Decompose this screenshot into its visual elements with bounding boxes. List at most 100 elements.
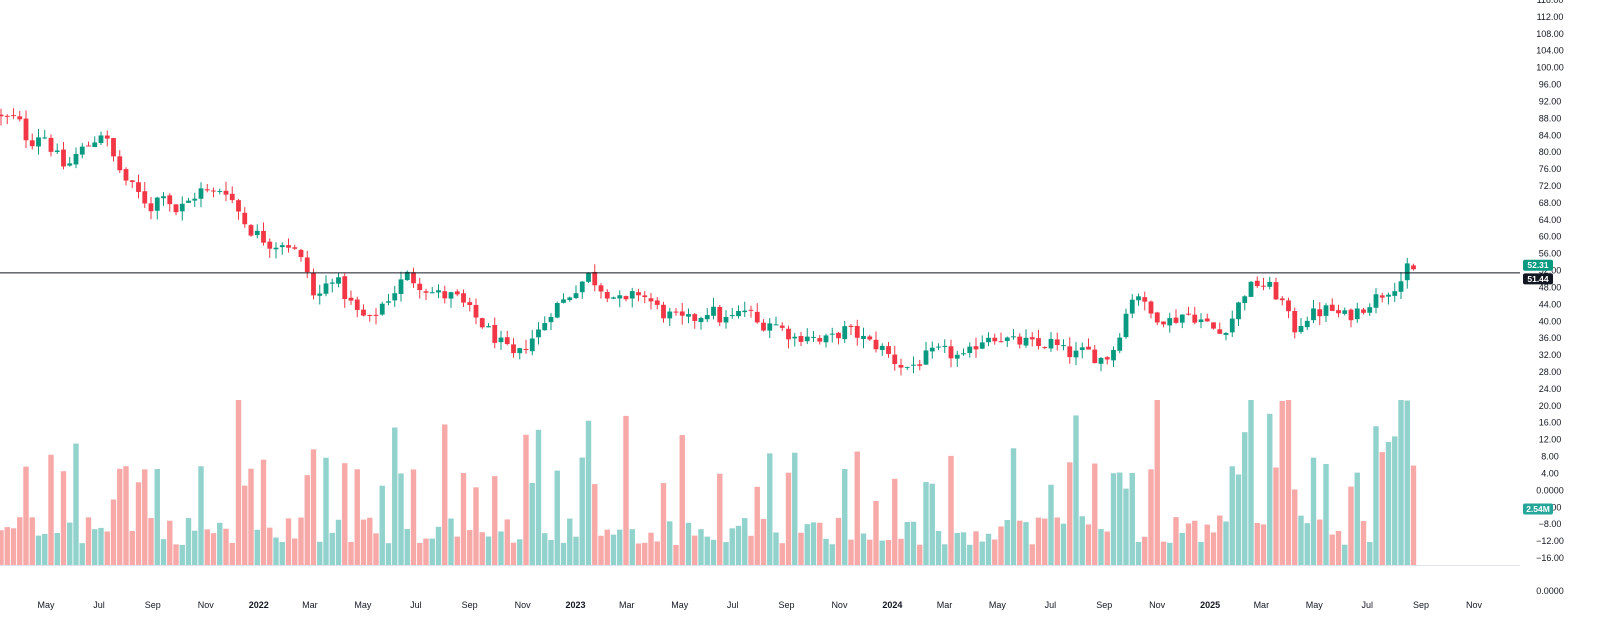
candle-body	[623, 296, 629, 300]
candle-body	[23, 118, 29, 141]
volume-bar	[673, 544, 679, 565]
volume-bar	[242, 485, 248, 565]
candle-body	[48, 137, 54, 152]
volume-bar	[629, 529, 635, 565]
volume-bar	[260, 459, 267, 565]
volume-bar	[410, 469, 417, 565]
volume-bar	[567, 518, 573, 565]
candle-body	[517, 348, 523, 354]
candle-body	[1173, 317, 1179, 323]
y-tick-label: 60.00	[1539, 232, 1562, 242]
volume-bar	[1023, 522, 1029, 565]
candle-body	[1186, 313, 1191, 315]
volume-bar	[779, 543, 785, 565]
candle-body	[1167, 318, 1173, 326]
volume-bar	[867, 539, 873, 565]
candle-body	[348, 297, 354, 301]
candle-body	[723, 317, 729, 323]
x-tick-label: Mar	[1254, 600, 1270, 610]
volume-bar	[1104, 531, 1110, 565]
volume-bar	[667, 521, 673, 565]
volume-bar	[992, 539, 998, 565]
time-axis[interactable]: May Jul Sep Nov 2022 Mar May Jul Sep Nov 2023 Mar Ma…	[38, 600, 1483, 610]
volume-bar	[1248, 400, 1254, 565]
candle-body	[79, 146, 85, 155]
price-axis[interactable]: 116.00 112.00 108.00 104.00 100.00 96.00 92.00…	[1536, 0, 1564, 563]
candle-body	[379, 303, 385, 315]
volume-bar	[1342, 544, 1348, 565]
volume-bar	[1167, 542, 1173, 565]
candle-body	[317, 293, 323, 296]
candle-body	[373, 314, 379, 316]
volume-bar	[598, 535, 604, 565]
volume-bar	[1310, 457, 1317, 565]
candle-body	[1236, 302, 1241, 320]
candle-body	[467, 302, 473, 306]
volume-bar	[685, 522, 692, 565]
candle-body	[1267, 281, 1273, 287]
candle-body	[817, 338, 823, 342]
candle-body	[754, 311, 760, 323]
volume-bar	[979, 541, 985, 565]
volume-bar	[479, 532, 485, 565]
candle-body	[236, 200, 241, 212]
candle-body	[842, 326, 848, 340]
candle-body	[186, 200, 191, 203]
volume-bar	[317, 541, 323, 565]
x-tick-label: 2025	[1200, 600, 1220, 610]
x-tick-label: Jul	[727, 600, 739, 610]
candle-body	[1104, 357, 1110, 360]
volume-bar	[142, 469, 148, 565]
candle-body	[873, 339, 879, 350]
candle-body	[773, 324, 779, 326]
candle-body	[1223, 332, 1229, 335]
candle-body	[192, 198, 198, 201]
candle-body	[211, 190, 216, 192]
volume-bar	[392, 427, 398, 565]
candle-body	[611, 297, 616, 299]
y-tick-label: 24.00	[1539, 384, 1562, 394]
candle-body	[454, 291, 460, 295]
candle-body	[636, 292, 641, 296]
candle-body	[586, 272, 591, 282]
volume-bar	[342, 463, 348, 565]
x-tick-label: Mar	[302, 600, 318, 610]
y-tick-label: −8.00	[1539, 519, 1562, 529]
candle-body	[423, 291, 429, 293]
volume-bar	[623, 415, 629, 565]
candle-body	[573, 293, 579, 298]
candle-body	[529, 338, 535, 352]
x-tick-label: Nov	[198, 600, 215, 610]
candle-body	[386, 301, 391, 303]
candle-body	[73, 153, 79, 165]
volume-bar	[67, 522, 73, 565]
volume-bar	[1379, 452, 1385, 565]
candle-body	[667, 311, 673, 319]
x-tick-label: 2024	[882, 600, 902, 610]
candle-body	[254, 230, 260, 236]
volume-bar	[354, 469, 360, 565]
volume-bar	[1204, 524, 1210, 565]
y-tick-label: 36.00	[1539, 333, 1562, 343]
candle-body	[792, 336, 798, 339]
candle-body	[673, 311, 679, 313]
y-tick-label: 0.0000	[1536, 485, 1564, 495]
volume-bar	[1192, 520, 1198, 565]
volume-bar	[1029, 544, 1035, 565]
volume-bar	[1373, 426, 1379, 565]
y-tick-label: 64.00	[1539, 215, 1562, 225]
candle-body	[861, 335, 866, 340]
candle-body	[736, 310, 741, 317]
candle-body	[1261, 285, 1266, 287]
volume-bar	[323, 457, 329, 565]
volume-bar	[254, 529, 260, 565]
volume-bar	[592, 484, 598, 565]
volume-bar	[1210, 532, 1217, 565]
candle-body	[242, 212, 248, 225]
candle-body	[1117, 337, 1123, 351]
volume-bar	[985, 533, 992, 565]
candle-body	[1179, 314, 1185, 323]
candle-body	[92, 142, 98, 148]
candle-body	[204, 189, 210, 191]
